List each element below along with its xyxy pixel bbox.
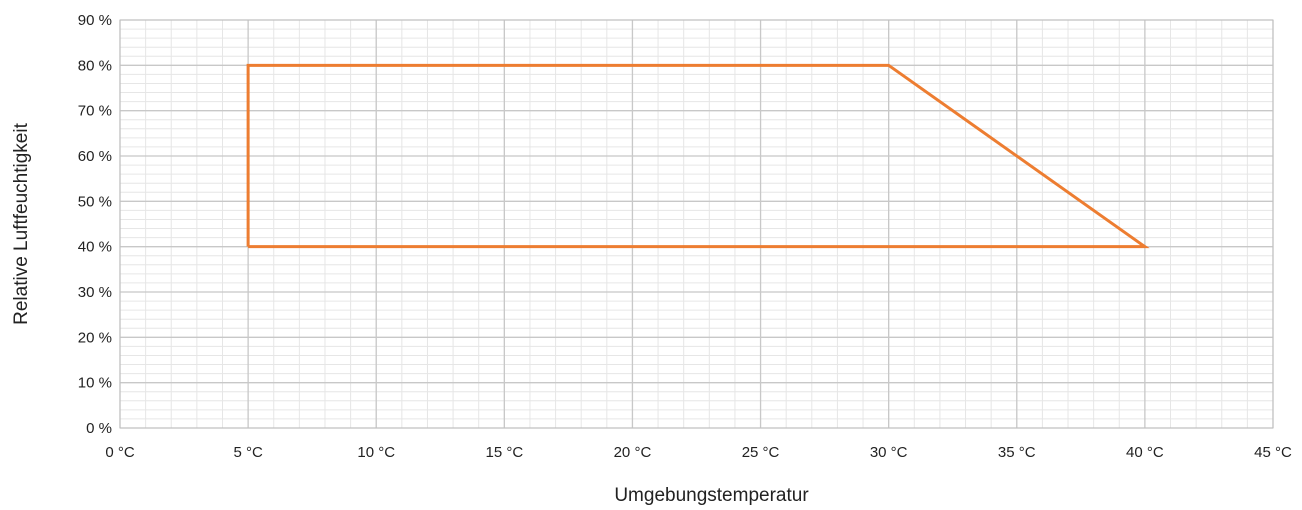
y-tick-label: 0 %	[86, 420, 112, 437]
y-tick-label: 50 %	[78, 193, 112, 210]
y-tick-label: 10 %	[78, 375, 112, 392]
plot-area-border	[119, 19, 1274, 429]
y-tick-label: 90 %	[78, 12, 112, 29]
y-tick-label: 80 %	[78, 57, 112, 74]
x-tick-label: 40 °C	[1126, 444, 1164, 461]
y-tick-label: 70 %	[78, 103, 112, 120]
x-tick-label: 0 °C	[105, 444, 135, 461]
series-line	[246, 63, 1150, 249]
x-tick-label: 15 °C	[485, 444, 523, 461]
y-tick-label: 40 %	[78, 239, 112, 256]
major-grid	[119, 19, 1274, 429]
x-axis-title: Umgebungstemperatur	[614, 485, 809, 506]
y-axis-title: Relative Luftfeuchtigkeit	[11, 122, 32, 324]
y-tick-label: 20 %	[78, 329, 112, 346]
series-layer	[246, 63, 1150, 249]
x-tick-label: 35 °C	[998, 444, 1036, 461]
x-tick-label: 25 °C	[742, 444, 780, 461]
x-tick-label: 5 °C	[233, 444, 263, 461]
x-tick-label: 30 °C	[870, 444, 908, 461]
x-tick-labels: 0 °C 5 °C 10 °C 15 °C 20 °C 25 °C 30 °C 35 °C 40…	[105, 444, 1292, 461]
x-tick-label: 45 °C	[1254, 444, 1292, 461]
y-tick-label: 60 %	[78, 148, 112, 165]
y-tick-labels: 0 % 10 % 20 % 30 % 40 % 50 % 60 % 70 % 80 % 90 %	[78, 12, 112, 437]
x-tick-label: 20 °C	[614, 444, 652, 461]
minor-grid	[120, 20, 1273, 428]
x-tick-label: 10 °C	[357, 444, 395, 461]
y-tick-label: 30 %	[78, 284, 112, 301]
